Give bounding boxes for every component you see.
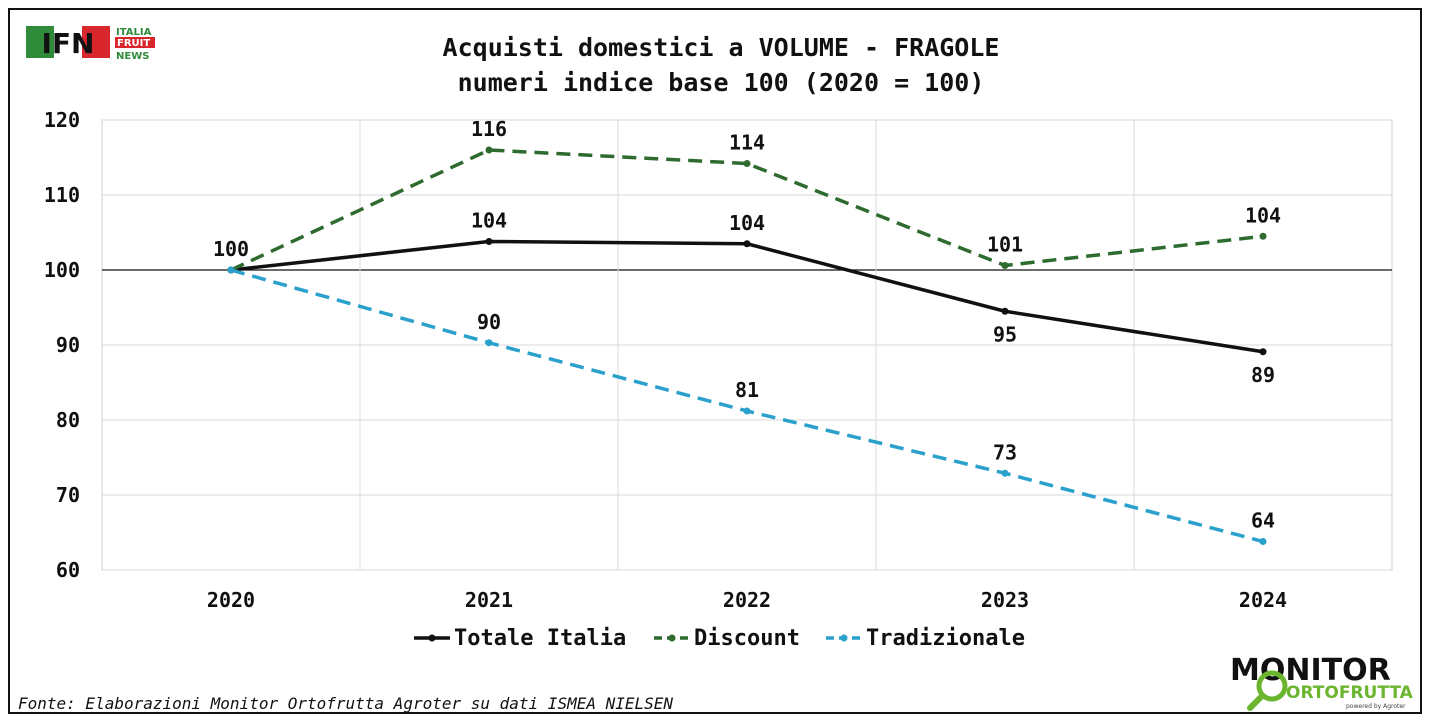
data-label: 100 [213, 237, 249, 261]
y-tick-label: 60 [56, 558, 80, 582]
data-label: 104 [471, 209, 507, 233]
chart-title: Acquisti domestici a VOLUME - FRAGOLE [442, 33, 1000, 62]
x-axis-ticks: 2020 2021 2022 2023 2024 [207, 588, 1287, 612]
x-tick-label: 2020 [207, 588, 255, 612]
legend: Totale Italia Discount Tradizionale [414, 626, 1025, 651]
legend-marker [668, 634, 676, 642]
series-line-totale-italia [230, 239, 1264, 354]
x-tick-label: 2022 [723, 588, 771, 612]
data-label: 114 [729, 131, 765, 155]
series-line-discount [230, 148, 1264, 272]
legend-marker [428, 634, 436, 642]
y-tick-label: 120 [44, 108, 80, 132]
data-label: 81 [735, 378, 759, 402]
ifn-logo-line2: FRUIT [117, 38, 150, 49]
grid-lines [101, 119, 1393, 571]
monitor-logo-tagline: powered by Agroter [1346, 703, 1406, 710]
data-point [485, 339, 493, 347]
data-label: 89 [1251, 363, 1275, 387]
data-point [1259, 348, 1267, 356]
legend-label: Discount [694, 626, 800, 651]
x-tick-label: 2023 [981, 588, 1029, 612]
x-tick-label: 2024 [1239, 588, 1287, 612]
monitor-ortofrutta-logo: MONITOR ORTOFRUTTA powered by Agroter [1230, 653, 1414, 711]
data-label: 101 [987, 233, 1023, 257]
ifn-logo-fruit-bg [115, 37, 155, 48]
y-tick-label: 100 [44, 258, 80, 282]
data-point [1001, 262, 1009, 269]
data-point [1259, 232, 1267, 240]
ifn-logo: IFN ITALIA FRUIT NEWS [26, 26, 155, 62]
data-point [485, 238, 493, 245]
data-label: 104 [1245, 203, 1281, 227]
y-tick-label: 70 [56, 483, 80, 507]
series-line-tradizionale [230, 268, 1264, 544]
data-label: 64 [1251, 509, 1275, 533]
chart-frame [8, 8, 1422, 714]
legend-label: Totale Italia [454, 626, 626, 651]
data-label: 90 [477, 310, 501, 334]
monitor-logo-word2: ORTOFRUTTA [1286, 683, 1414, 703]
ifn-logo-red [82, 26, 110, 58]
data-point [1259, 538, 1267, 545]
y-tick-label: 110 [44, 183, 80, 207]
magnifier-icon [1256, 670, 1288, 702]
magnifier-handle [1247, 693, 1265, 711]
data-point [743, 240, 751, 248]
source-note: Fonte: Elaborazioni Monitor Ortofrutta A… [18, 694, 674, 713]
data-point [485, 146, 493, 154]
y-tick-label: 90 [56, 333, 80, 357]
y-tick-label: 80 [56, 408, 80, 432]
chart-subtitle: numeri indice base 100 (2020 = 100) [457, 68, 985, 97]
data-label: 73 [993, 440, 1017, 464]
ifn-logo-letters: IFN [42, 27, 95, 60]
data-point [743, 160, 751, 167]
legend-label: Tradizionale [866, 626, 1025, 651]
ifn-logo-line3: NEWS [116, 51, 149, 62]
data-point [1001, 469, 1009, 477]
legend-marker [840, 634, 848, 642]
ifn-logo-white [54, 26, 82, 58]
data-label: 116 [471, 117, 507, 141]
data-point [743, 407, 751, 415]
series-lines [227, 146, 1267, 545]
data-point [1001, 307, 1009, 315]
x-tick-label: 2021 [465, 588, 513, 612]
data-label: 95 [993, 322, 1017, 346]
data-label: 104 [729, 211, 765, 235]
data-point [227, 266, 235, 274]
data-labels: 104 104 95 89 100 116 114 101 104 90 81 73 64 [213, 117, 1281, 533]
monitor-logo-word1: MONITOR [1230, 653, 1391, 688]
ifn-logo-line1: ITALIA [116, 27, 152, 38]
chart-title-block: Acquisti domestici a VOLUME - FRAGOLE nu… [0, 30, 1442, 100]
y-axis-ticks: 60 70 80 90 100 110 120 [44, 108, 80, 582]
